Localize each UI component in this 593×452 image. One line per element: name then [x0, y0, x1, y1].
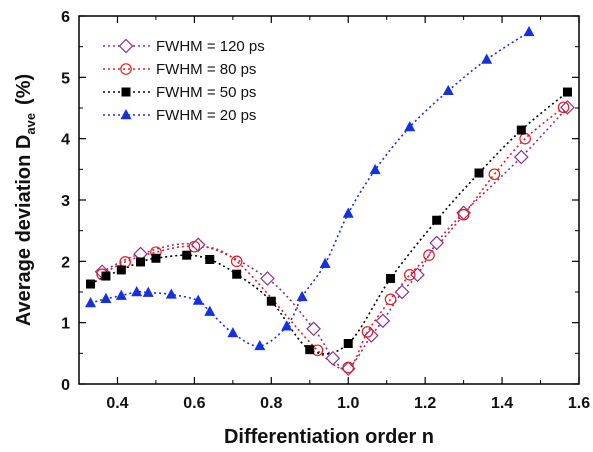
- series-line-2: [90, 91, 568, 355]
- data-point-series-3: [192, 294, 204, 305]
- series-line-1: [101, 106, 565, 370]
- data-point-series-3: [342, 207, 354, 218]
- legend-marker: [120, 109, 132, 120]
- data-point-series-0: [429, 235, 445, 251]
- data-point-series-0: [513, 149, 529, 165]
- data-point-series-1: [361, 326, 374, 338]
- data-point-series-2: [205, 254, 215, 264]
- legend: FWHM = 120 ps FWHM = 80 ps FWHM = 50 ps FWH…: [103, 38, 265, 124]
- x-tick-label: 0.8: [260, 395, 282, 412]
- data-point-series-0: [560, 100, 575, 115]
- curves-layer: [90, 31, 569, 371]
- x-axis-title: Differentiation order n: [224, 426, 434, 448]
- data-point-series-3: [481, 53, 493, 64]
- data-point-series-2: [182, 250, 192, 260]
- data-point-series-0: [375, 313, 391, 329]
- data-point-series-0: [306, 321, 321, 337]
- y-axis-title: Average deviation Dave (%): [13, 74, 38, 326]
- data-point-series-3: [281, 320, 293, 331]
- y-tick-label: 5: [61, 70, 70, 87]
- data-point-series-3: [369, 163, 381, 175]
- data-point-series-0: [260, 271, 275, 286]
- data-point-series-0: [325, 350, 341, 366]
- legend-label: FWHM = 120 ps: [156, 38, 265, 55]
- data-point-series-2: [151, 253, 161, 263]
- data-point-series-3: [523, 25, 535, 37]
- data-point-series-2: [266, 296, 276, 306]
- data-point-series-2: [474, 168, 484, 178]
- plot-area: 0.4 0.6 0.8 1.0 1.2 1.4 1.6 0 1 2 3 4 5 6: [61, 9, 590, 412]
- y-tick-label: 3: [61, 193, 70, 210]
- legend-item: FWHM = 50 ps: [103, 84, 256, 101]
- ticks-layer: 0.4 0.6 0.8 1.0 1.2 1.4 1.6 0 1 2 3 4 5 6: [61, 9, 590, 412]
- data-point-series-2: [232, 269, 242, 279]
- data-point-series-1: [230, 255, 243, 268]
- data-point-series-2: [305, 345, 315, 355]
- legend-item: FWHM = 120 ps: [103, 38, 265, 55]
- data-point-series-3: [254, 339, 266, 351]
- data-point-series-1: [557, 101, 570, 114]
- legend-item: FWHM = 20 ps: [103, 107, 256, 124]
- legend-label: FWHM = 50 ps: [156, 84, 256, 101]
- legend-marker: [120, 63, 132, 75]
- data-point-series-2: [136, 257, 146, 267]
- data-point-series-3: [85, 297, 97, 308]
- data-point-series-1: [188, 240, 201, 253]
- data-point-series-2: [343, 339, 353, 349]
- data-point-series-2: [116, 265, 126, 275]
- data-point-series-1: [488, 168, 501, 181]
- legend-label: FWHM = 20 ps: [156, 107, 256, 124]
- data-point-series-1: [342, 361, 355, 374]
- data-point-series-1: [457, 208, 470, 221]
- markers-layer: [85, 25, 575, 377]
- legend-marker: [121, 87, 131, 97]
- data-point-series-2: [86, 279, 96, 289]
- legend-item: FWHM = 80 ps: [103, 61, 256, 78]
- data-point-series-2: [516, 125, 526, 135]
- x-tick-label: 0.6: [183, 395, 205, 412]
- data-point-series-3: [131, 286, 143, 297]
- x-tick-label: 1.2: [414, 395, 436, 412]
- y-tick-label: 6: [61, 9, 70, 26]
- x-tick-label: 1.6: [568, 395, 590, 412]
- data-point-series-2: [101, 271, 111, 281]
- series-line-0: [101, 106, 569, 371]
- data-point-series-3: [165, 288, 177, 299]
- data-point-series-3: [319, 257, 331, 268]
- x-tick-label: 0.4: [106, 395, 128, 412]
- data-point-series-1: [384, 293, 397, 306]
- data-point-series-3: [404, 121, 416, 132]
- y-axis-title-suffix: (%): [13, 74, 35, 105]
- x-tick-label: 1.0: [337, 395, 359, 412]
- data-point-series-1: [423, 249, 435, 261]
- data-point-series-2: [386, 274, 396, 284]
- data-point-series-3: [442, 84, 454, 96]
- y-tick-label: 4: [61, 132, 70, 149]
- y-tick-label: 1: [61, 316, 70, 333]
- y-axis-title-subscript: ave: [23, 113, 38, 135]
- data-point-series-2: [562, 87, 572, 97]
- data-point-series-3: [204, 305, 216, 316]
- data-point-series-1: [403, 269, 416, 281]
- data-point-series-0: [394, 284, 410, 300]
- y-axis-title-main: Average deviation D: [13, 135, 35, 327]
- x-tick-label: 1.4: [491, 395, 513, 412]
- data-point-series-3: [100, 292, 112, 303]
- data-point-series-2: [432, 215, 442, 225]
- data-point-series-3: [227, 327, 239, 338]
- data-point-series-3: [142, 286, 154, 297]
- legend-label: FWHM = 80 ps: [156, 61, 256, 78]
- series-line-3: [90, 31, 530, 347]
- data-point-series-3: [296, 290, 308, 302]
- legend-marker: [118, 38, 134, 54]
- plot-frame: [78, 15, 580, 385]
- y-tick-label: 0: [61, 377, 70, 394]
- y-tick-label: 2: [61, 254, 70, 271]
- data-point-series-3: [115, 289, 127, 300]
